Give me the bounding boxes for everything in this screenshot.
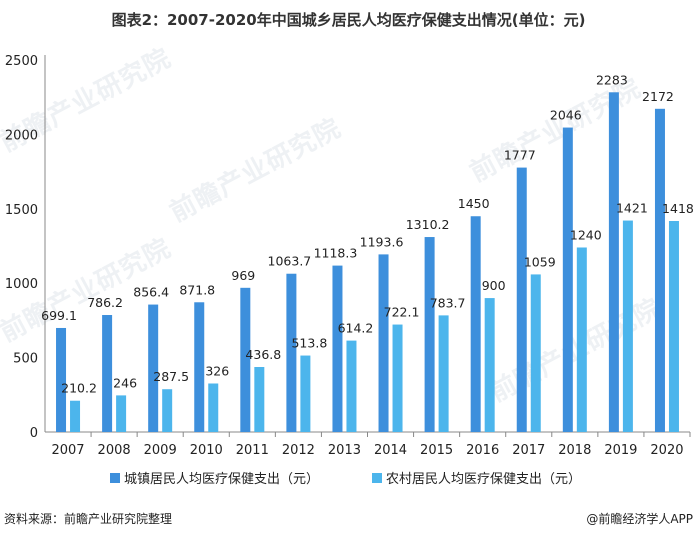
urban-data-label: 871.8 (179, 282, 215, 297)
rural-data-label: 1059 (524, 254, 556, 269)
rural-data-label: 900 (482, 278, 506, 293)
urban-bar (148, 304, 159, 432)
urban-data-label: 2283 (596, 72, 628, 87)
urban-data-label: 1193.6 (360, 234, 404, 249)
chart-title: 图表2：2007-2020年中国城乡居民人均医疗保健支出情况(单位：元) (111, 11, 586, 29)
rural-bar (162, 389, 173, 432)
urban-bar (332, 265, 343, 432)
urban-bar (378, 254, 389, 432)
x-tick-label: 2016 (466, 443, 499, 458)
urban-bar (424, 237, 435, 432)
x-tick-label: 2010 (190, 443, 223, 458)
legend-urban-label: 城镇居民人均医疗保健支出（元） (124, 472, 319, 487)
rural-data-label: 1418 (662, 201, 694, 216)
x-tick-label: 2019 (604, 443, 637, 458)
urban-bar (286, 273, 297, 432)
rural-data-label: 1240 (570, 227, 602, 242)
urban-bar (516, 167, 527, 432)
rural-bar (346, 340, 357, 432)
urban-data-label: 1310.2 (406, 217, 450, 232)
x-tick-label: 2009 (144, 443, 177, 458)
urban-bar (240, 287, 251, 432)
urban-bar (470, 216, 481, 432)
rural-data-label: 210.2 (61, 381, 97, 396)
rural-data-label: 513.8 (291, 336, 327, 351)
x-tick-label: 2014 (374, 443, 407, 458)
x-tick-label: 2013 (328, 443, 361, 458)
brand-note: @前瞻经济学人APP (586, 512, 693, 526)
x-tick-label: 2018 (558, 443, 591, 458)
legend-rural-swatch (372, 473, 382, 483)
rural-bar (484, 298, 495, 432)
urban-data-label: 2172 (642, 89, 674, 104)
source-note: 资料来源：前瞻产业研究院整理 (4, 512, 173, 526)
urban-data-label: 1118.3 (314, 246, 358, 261)
y-tick-label: 500 (13, 352, 38, 367)
urban-data-label: 699.1 (41, 308, 77, 323)
x-tick-label: 2012 (282, 443, 315, 458)
rural-bar (576, 247, 587, 432)
rural-data-label: 326 (205, 363, 229, 378)
rural-bar (116, 395, 127, 432)
rural-bar (70, 400, 81, 432)
rural-data-label: 436.8 (245, 347, 281, 362)
x-tick-label: 2015 (420, 443, 453, 458)
rural-data-label: 783.7 (430, 295, 466, 310)
urban-bar (102, 315, 113, 432)
rural-data-label: 287.5 (153, 369, 189, 384)
rural-bar (622, 220, 633, 432)
rural-bar (208, 383, 219, 432)
rural-bar (668, 221, 679, 432)
urban-bar (654, 108, 665, 432)
x-tick-label: 2017 (512, 443, 545, 458)
rural-data-label: 1421 (616, 201, 648, 216)
urban-data-label: 856.4 (133, 285, 169, 300)
rural-data-label: 614.2 (338, 321, 374, 336)
y-tick-label: 2500 (5, 54, 38, 69)
legend-urban-swatch (110, 473, 120, 483)
urban-bar (608, 92, 619, 432)
x-tick-label: 2008 (98, 443, 131, 458)
x-tick-label: 2011 (236, 443, 269, 458)
urban-data-label: 969 (231, 268, 255, 283)
rural-data-label: 722.1 (384, 305, 420, 320)
x-tick-label: 2007 (51, 443, 84, 458)
rural-bar (392, 324, 403, 432)
urban-bar (194, 302, 205, 432)
y-tick-label: 2000 (5, 128, 38, 143)
y-tick-label: 1000 (5, 277, 38, 292)
legend-rural-label: 农村居民人均医疗保健支出（元） (386, 472, 581, 487)
urban-data-label: 2046 (550, 108, 582, 123)
rural-bar (254, 367, 265, 432)
rural-bar (300, 355, 311, 432)
rural-data-label: 246 (113, 375, 137, 390)
rural-bar (530, 274, 541, 432)
urban-bar (56, 327, 67, 432)
urban-data-label: 1063.7 (268, 254, 312, 269)
y-tick-label: 1500 (5, 203, 38, 218)
urban-data-label: 1450 (458, 196, 490, 211)
rural-bar (438, 315, 449, 432)
x-tick-label: 2020 (650, 443, 683, 458)
y-tick-label: 0 (30, 426, 38, 441)
urban-bar (562, 127, 573, 432)
urban-data-label: 786.2 (87, 295, 123, 310)
urban-data-label: 1777 (504, 148, 536, 163)
